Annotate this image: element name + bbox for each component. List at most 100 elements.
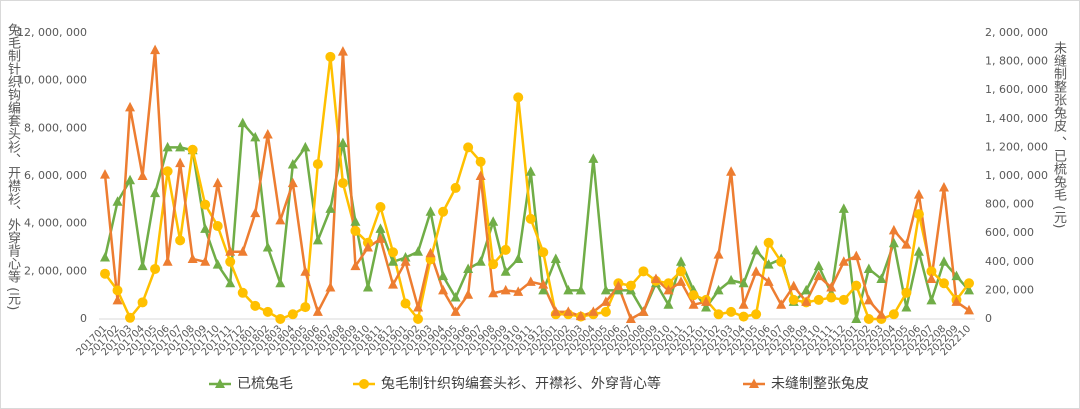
point (200, 256, 211, 266)
y-tick-label: 6, 000, 000 (24, 169, 87, 182)
point (751, 266, 762, 276)
point (475, 256, 486, 266)
point (137, 170, 148, 180)
point (663, 299, 674, 309)
point (513, 253, 524, 263)
y2-tick-label: 1, 800, 000 (985, 55, 1048, 68)
point (350, 216, 361, 226)
point (876, 309, 887, 319)
point (563, 284, 574, 295)
point (175, 141, 186, 152)
point (888, 237, 899, 248)
point (425, 206, 436, 216)
point (625, 313, 636, 323)
point (901, 302, 912, 312)
point (388, 256, 398, 266)
point (375, 223, 386, 233)
point (388, 279, 398, 289)
point (287, 177, 298, 188)
point (838, 256, 849, 266)
point (275, 314, 286, 324)
point (150, 263, 161, 274)
y-tick-label: 10, 000, 000 (17, 74, 87, 87)
point (713, 284, 724, 295)
point (450, 182, 461, 193)
point (150, 187, 161, 198)
point (926, 266, 937, 277)
point (588, 153, 599, 163)
point (237, 287, 248, 298)
point (413, 246, 424, 256)
point (964, 304, 974, 315)
legend-label: 未缝制整张兔皮 (771, 376, 869, 392)
point (851, 250, 862, 261)
point (951, 296, 962, 306)
point (676, 256, 686, 266)
point (112, 285, 123, 296)
point (701, 296, 712, 306)
point (600, 296, 611, 306)
point (413, 314, 424, 324)
point (262, 242, 273, 252)
point (913, 246, 924, 256)
point (525, 276, 536, 286)
point (550, 253, 561, 263)
y2-tick-label: 2, 000, 000 (985, 26, 1048, 39)
point (588, 306, 599, 316)
point (337, 137, 348, 148)
point (751, 244, 762, 255)
point (325, 282, 336, 292)
point (400, 256, 411, 266)
point (300, 302, 311, 313)
point (575, 284, 586, 295)
series-line (104, 55, 970, 321)
point (813, 270, 824, 281)
point (413, 302, 424, 312)
point (463, 263, 474, 273)
point (838, 294, 849, 305)
point (813, 260, 824, 271)
point (951, 270, 962, 281)
point (312, 234, 323, 245)
point (287, 309, 298, 320)
point (788, 280, 799, 291)
point (300, 266, 311, 276)
point (100, 252, 110, 262)
point (125, 174, 136, 185)
point (801, 296, 812, 306)
point (525, 166, 536, 176)
point (438, 284, 449, 295)
point (137, 260, 148, 271)
y2-tick-label: 0 (985, 312, 992, 325)
point (362, 242, 373, 252)
point (262, 129, 273, 139)
point (513, 286, 524, 296)
point (525, 213, 536, 224)
point (688, 299, 699, 309)
point (550, 306, 561, 316)
point (913, 189, 924, 199)
point (275, 214, 286, 225)
point (225, 277, 236, 288)
point (100, 268, 110, 279)
point (851, 313, 862, 323)
point (237, 117, 248, 128)
y2-tick-label: 800, 000 (985, 198, 1034, 211)
point (663, 284, 674, 295)
y2-axis-title: 未缝制整张兔皮 、已梳兔毛 (元) (1051, 41, 1066, 229)
y2-tick-label: 400, 000 (985, 255, 1034, 268)
point (350, 260, 361, 271)
point (676, 266, 686, 277)
point (575, 310, 586, 321)
point (463, 289, 474, 299)
point (901, 239, 912, 249)
point (776, 299, 787, 309)
point (638, 306, 649, 316)
point (162, 141, 173, 152)
point (325, 51, 336, 62)
point (312, 306, 323, 316)
point (425, 247, 436, 258)
point (888, 224, 899, 235)
point (788, 294, 799, 305)
